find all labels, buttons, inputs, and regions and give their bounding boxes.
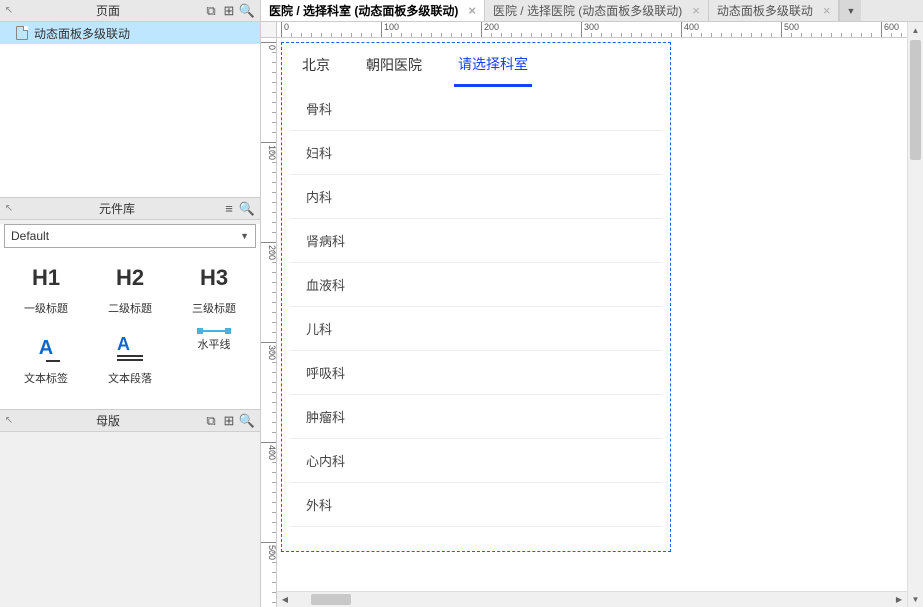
list-item[interactable]: 肾病科 [290,219,662,263]
widget-label: 一级标题 [24,300,68,316]
scroll-thumb[interactable] [910,40,921,160]
search-icon[interactable]: 🔍 [238,2,256,20]
widget-文本段落[interactable]: A 文本段落 [88,330,172,386]
ruler-tick: 0 [261,42,277,50]
add-page-icon[interactable]: ⊞ [220,2,238,20]
list-item[interactable]: 儿科 [290,307,662,351]
add-folder-icon[interactable]: ⧉ [202,2,220,20]
collapse-icon[interactable]: ↖ [0,203,14,214]
tab-label: 医院 / 选择医院 (动态面板多级联动) [493,2,682,19]
tab-label: 医院 / 选择科室 (动态面板多级联动) [269,2,458,19]
scroll-left-icon[interactable]: ◀ [277,595,293,604]
prototype-panel[interactable]: 北京朝阳医院请选择科室 骨科妇科内科肾病科血液科儿科呼吸科肿瘤科心内科外科 [281,42,671,552]
scroll-down-icon[interactable]: ▼ [908,591,923,607]
widget-label: 二级标题 [108,300,152,316]
widget-icon: H1 [32,260,60,296]
collapse-icon[interactable]: ↖ [0,415,14,426]
ruler-horizontal: 0100200300400500600 [277,22,923,38]
library-title: 元件库 [14,200,220,217]
scroll-up-icon[interactable]: ▲ [908,22,923,38]
collapse-icon[interactable]: ↖ [0,5,14,16]
editor-tab[interactable]: 医院 / 选择医院 (动态面板多级联动) × [485,0,709,21]
list-item[interactable]: 血液科 [290,263,662,307]
widget-icon: A [117,330,143,366]
list-item[interactable]: 妇科 [290,131,662,175]
list-item[interactable]: 心内科 [290,439,662,483]
list-item[interactable]: 骨科 [290,87,662,131]
prototype-list: 骨科妇科内科肾病科血液科儿科呼吸科肿瘤科心内科外科 [282,87,670,527]
menu-icon[interactable]: ≡ [220,200,238,218]
close-icon[interactable]: × [823,3,831,18]
masters-title: 母版 [14,412,202,429]
scrollbar-vertical[interactable]: ▲ ▼ [907,22,923,607]
widget-水平线[interactable]: 水平线 [172,330,256,386]
widget-一级标题[interactable]: H1 一级标题 [4,260,88,316]
close-icon[interactable]: × [692,3,700,18]
scroll-thumb[interactable] [311,594,351,605]
chevron-down-icon: ▼ [240,231,249,241]
add-folder-icon[interactable]: ⧉ [202,412,220,430]
scroll-right-icon[interactable]: ▶ [891,595,907,604]
widget-label: 文本段落 [108,370,152,386]
list-item[interactable]: 外科 [290,483,662,527]
widget-label: 三级标题 [192,300,236,316]
pages-panel-header: ↖ 页面 ⧉ ⊞ 🔍 [0,0,260,22]
page-item[interactable]: 动态面板多级联动 [0,22,260,44]
library-dropdown-label: Default [11,229,49,243]
tab-label: 动态面板多级联动 [717,2,813,19]
widget-icon [199,330,229,332]
masters-panel-header: ↖ 母版 ⧉ ⊞ 🔍 [0,410,260,432]
library-panel-header: ↖ 元件库 ≡ 🔍 [0,198,260,220]
widget-icon: H2 [116,260,144,296]
widget-二级标题[interactable]: H2 二级标题 [88,260,172,316]
page-item-label: 动态面板多级联动 [34,25,130,42]
ruler-tick: 0 [281,22,289,38]
prototype-tab[interactable]: 朝阳医院 [362,45,426,85]
file-icon [16,26,28,40]
ruler-corner [261,22,277,38]
list-item[interactable]: 呼吸科 [290,351,662,395]
ruler-vertical: 0100200300400500 [261,38,277,607]
add-master-icon[interactable]: ⊞ [220,412,238,430]
scrollbar-horizontal[interactable]: ◀ ▶ [277,591,907,607]
widget-label: 水平线 [198,336,231,352]
pages-title: 页面 [14,2,202,19]
editor-tab[interactable]: 医院 / 选择科室 (动态面板多级联动) × [261,0,485,21]
prototype-tab[interactable]: 北京 [298,45,334,85]
search-icon[interactable]: 🔍 [238,412,256,430]
pages-list: 动态面板多级联动 [0,22,260,198]
close-icon[interactable]: × [468,3,476,18]
widget-icon: H3 [200,260,228,296]
editor-tab[interactable]: 动态面板多级联动 × [709,0,840,21]
tabs-dropdown[interactable]: ▼ [839,0,861,21]
widget-三级标题[interactable]: H3 三级标题 [172,260,256,316]
canvas[interactable]: 北京朝阳医院请选择科室 骨科妇科内科肾病科血液科儿科呼吸科肿瘤科心内科外科 [277,38,923,607]
widget-label: 文本标签 [24,370,68,386]
tab-bar: 医院 / 选择科室 (动态面板多级联动)×医院 / 选择医院 (动态面板多级联动… [261,0,923,22]
prototype-tabs: 北京朝阳医院请选择科室 [282,43,670,87]
search-icon[interactable]: 🔍 [238,200,256,218]
list-item[interactable]: 肿瘤科 [290,395,662,439]
list-item[interactable]: 内科 [290,175,662,219]
library-body: Default ▼ H1 一级标题 H2 二级标题 H3 三级标题 A 文本标签 A 文本段落 水平… [0,224,260,410]
library-dropdown[interactable]: Default ▼ [4,224,256,248]
prototype-tab[interactable]: 请选择科室 [454,44,532,87]
widget-icon: A [39,330,53,366]
widget-文本标签[interactable]: A 文本标签 [4,330,88,386]
